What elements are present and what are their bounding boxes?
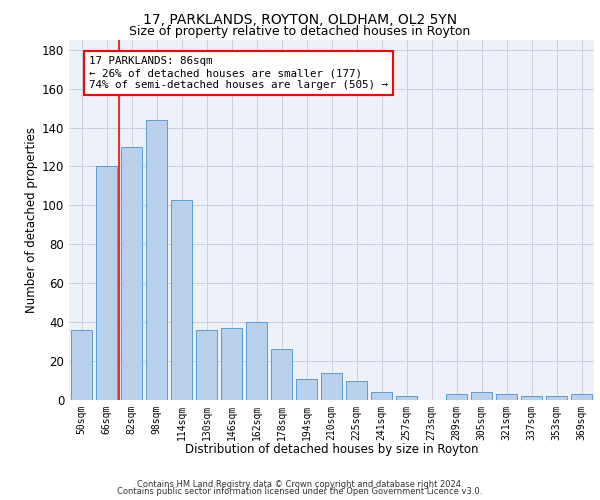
- Bar: [546, 396, 567, 400]
- Bar: [521, 396, 542, 400]
- Bar: [446, 394, 467, 400]
- Bar: [246, 322, 267, 400]
- Y-axis label: Number of detached properties: Number of detached properties: [25, 127, 38, 313]
- Text: 17, PARKLANDS, ROYTON, OLDHAM, OL2 5YN: 17, PARKLANDS, ROYTON, OLDHAM, OL2 5YN: [143, 12, 457, 26]
- Text: Contains public sector information licensed under the Open Government Licence v3: Contains public sector information licen…: [118, 488, 482, 496]
- Bar: [496, 394, 517, 400]
- Bar: [271, 350, 292, 400]
- Bar: [221, 328, 242, 400]
- X-axis label: Distribution of detached houses by size in Royton: Distribution of detached houses by size …: [185, 443, 478, 456]
- Bar: [121, 147, 142, 400]
- Bar: [196, 330, 217, 400]
- Bar: [471, 392, 492, 400]
- Text: Contains HM Land Registry data © Crown copyright and database right 2024.: Contains HM Land Registry data © Crown c…: [137, 480, 463, 489]
- Bar: [71, 330, 92, 400]
- Text: 17 PARKLANDS: 86sqm
← 26% of detached houses are smaller (177)
74% of semi-detac: 17 PARKLANDS: 86sqm ← 26% of detached ho…: [89, 56, 388, 90]
- Bar: [571, 394, 592, 400]
- Text: Size of property relative to detached houses in Royton: Size of property relative to detached ho…: [130, 25, 470, 38]
- Bar: [396, 396, 417, 400]
- Bar: [296, 378, 317, 400]
- Bar: [96, 166, 117, 400]
- Bar: [146, 120, 167, 400]
- Bar: [371, 392, 392, 400]
- Bar: [321, 373, 342, 400]
- Bar: [171, 200, 192, 400]
- Bar: [346, 380, 367, 400]
